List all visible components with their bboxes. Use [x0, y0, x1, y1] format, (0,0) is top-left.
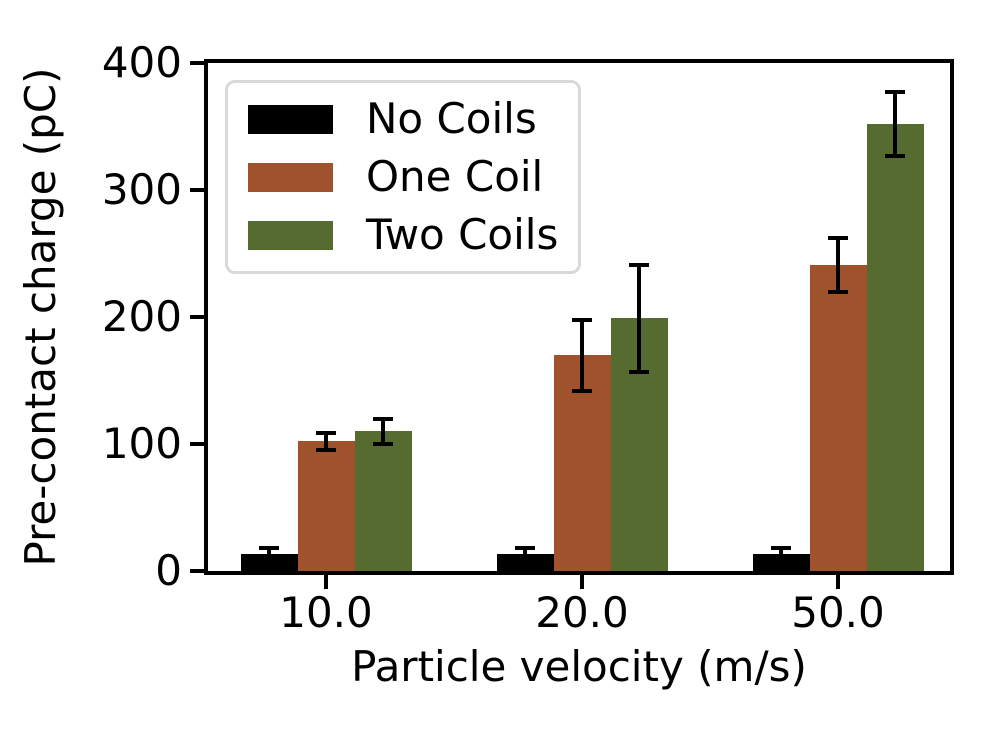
y-tick-mark	[190, 442, 204, 446]
error-bar-line	[381, 418, 385, 444]
x-tick-label: 50.0	[791, 588, 885, 637]
bar-two-coils	[866, 123, 924, 571]
error-bar-cap-bottom	[885, 153, 905, 158]
error-bar-cap-bottom	[629, 369, 649, 374]
bar-two-coils	[354, 431, 412, 571]
y-tick-mark	[190, 188, 204, 192]
y-tick-mark	[190, 315, 204, 319]
y-tick-label: 100	[101, 419, 182, 468]
error-bar-line	[267, 548, 271, 561]
error-bar-cap-top	[629, 262, 649, 267]
error-bar-cap-top	[515, 546, 535, 551]
legend-label: No Coils	[366, 94, 537, 143]
legend-label: One Coil	[366, 152, 544, 201]
x-tick-label: 20.0	[535, 588, 629, 637]
error-bar-line	[893, 92, 897, 156]
error-bar-cap-top	[259, 546, 279, 551]
error-bar-cap-bottom	[259, 558, 279, 563]
error-bar-cap-bottom	[316, 448, 336, 453]
legend-swatch	[248, 162, 333, 192]
y-tick-mark	[190, 61, 204, 65]
error-bar-cap-top	[828, 236, 848, 241]
legend-row: One Coil	[248, 156, 558, 198]
error-bar-cap-top	[771, 546, 791, 551]
error-bar-cap-top	[572, 317, 592, 322]
legend-swatch	[248, 220, 333, 250]
error-bar-line	[836, 238, 840, 292]
error-bar-cap-top	[373, 416, 393, 421]
legend-label: Two Coils	[366, 210, 559, 259]
legend: No Coils One Coil Two Coils	[225, 80, 582, 274]
legend-swatch	[248, 104, 333, 134]
error-bar-line	[779, 548, 783, 561]
legend-row: Two Coils	[248, 214, 558, 256]
error-bar-cap-bottom	[572, 388, 592, 393]
y-tick-label: 300	[101, 165, 182, 214]
error-bar-line	[580, 319, 584, 391]
y-tick-label: 200	[101, 292, 182, 341]
error-bar-cap-top	[316, 430, 336, 435]
error-bar-cap-bottom	[771, 558, 791, 563]
error-bar-line	[523, 548, 527, 561]
legend-row: No Coils	[248, 98, 558, 140]
error-bar-line	[637, 264, 641, 372]
x-tick-mark	[836, 575, 840, 589]
y-tick-mark	[190, 569, 204, 573]
x-tick-mark	[324, 575, 328, 589]
y-axis-label: Pre-contact charge (pC)	[16, 67, 65, 567]
y-tick-label: 400	[101, 38, 182, 87]
x-axis-label: Particle velocity (m/s)	[351, 642, 807, 691]
bar-one-coil	[297, 441, 355, 571]
error-bar-cap-top	[885, 90, 905, 95]
error-bar-line	[324, 432, 328, 451]
bar-one-coil	[809, 264, 867, 571]
error-bar-cap-bottom	[373, 442, 393, 446]
error-bar-cap-bottom	[828, 289, 848, 294]
x-tick-mark	[580, 575, 584, 589]
x-tick-label: 10.0	[279, 588, 373, 637]
plot-area	[204, 59, 954, 575]
y-tick-label: 0	[155, 546, 182, 595]
error-bar-cap-bottom	[515, 558, 535, 563]
